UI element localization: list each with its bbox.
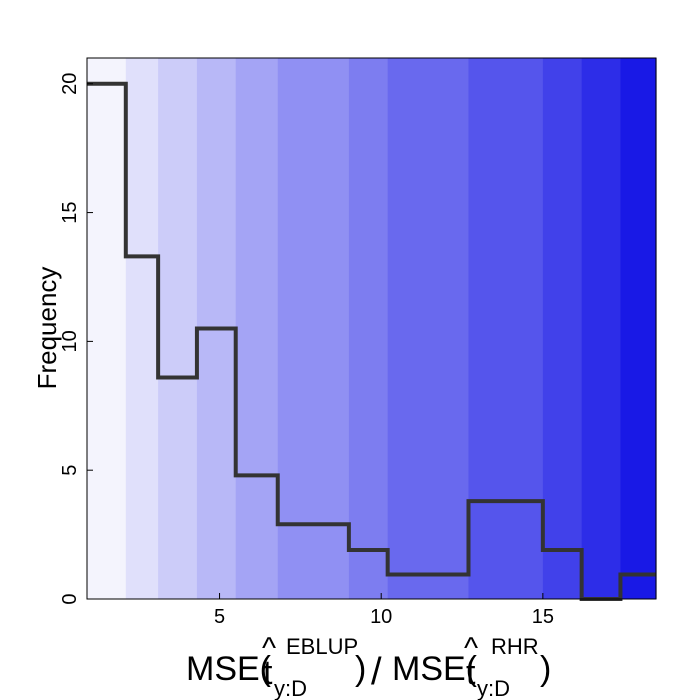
background-band <box>468 58 544 599</box>
x-tick-label: 5 <box>214 606 225 628</box>
y-tick-label: 20 <box>59 73 81 95</box>
x-label-den-close: ) <box>540 650 551 688</box>
background-band <box>125 58 159 599</box>
background-band <box>387 58 470 599</box>
y-tick-label: 10 <box>59 330 81 352</box>
axis-ticks: 5 10 15 0 5 10 15 20 <box>59 73 554 628</box>
x-label-den-sup: RHR <box>491 634 539 659</box>
background-band <box>581 58 622 599</box>
y-tick-label: 15 <box>59 201 81 223</box>
background-band <box>348 58 389 599</box>
x-label-den-sub: y:D <box>477 676 510 700</box>
y-axis-label: Frequency <box>32 267 62 390</box>
background-bands <box>87 58 657 599</box>
y-tick-label: 0 <box>59 593 81 604</box>
background-band <box>158 58 198 599</box>
axes-frame <box>86 57 657 600</box>
background-band <box>235 58 279 599</box>
x-label-num-sup: EBLUP <box>286 634 358 659</box>
x-label-slash: / <box>371 651 382 693</box>
frequency-step-line <box>87 81 656 601</box>
x-label-num-base: MSE( <box>186 650 272 688</box>
x-label-num-sub: y:D <box>274 676 307 700</box>
x-label-den-hat: ^ <box>464 632 478 665</box>
background-band <box>542 58 583 599</box>
x-label-num-hat: ^ <box>262 632 276 665</box>
x-label-num-close: ) <box>355 650 366 688</box>
background-band <box>277 58 350 599</box>
x-tick-label: 15 <box>532 606 554 628</box>
background-band <box>87 58 127 599</box>
x-tick-label: 10 <box>370 606 392 628</box>
background-band <box>620 58 657 599</box>
y-tick-label: 5 <box>59 465 81 476</box>
x-axis-label: MSE( ^ t EBLUP y:D ) / MSE( ^ t RHR y:D … <box>186 632 551 700</box>
frequency-step-path <box>87 81 656 601</box>
x-label-num-hat-letter: t <box>263 654 273 692</box>
x-label-den-base: MSE( <box>392 650 478 688</box>
x-label-den-hat-letter: t <box>466 654 476 692</box>
